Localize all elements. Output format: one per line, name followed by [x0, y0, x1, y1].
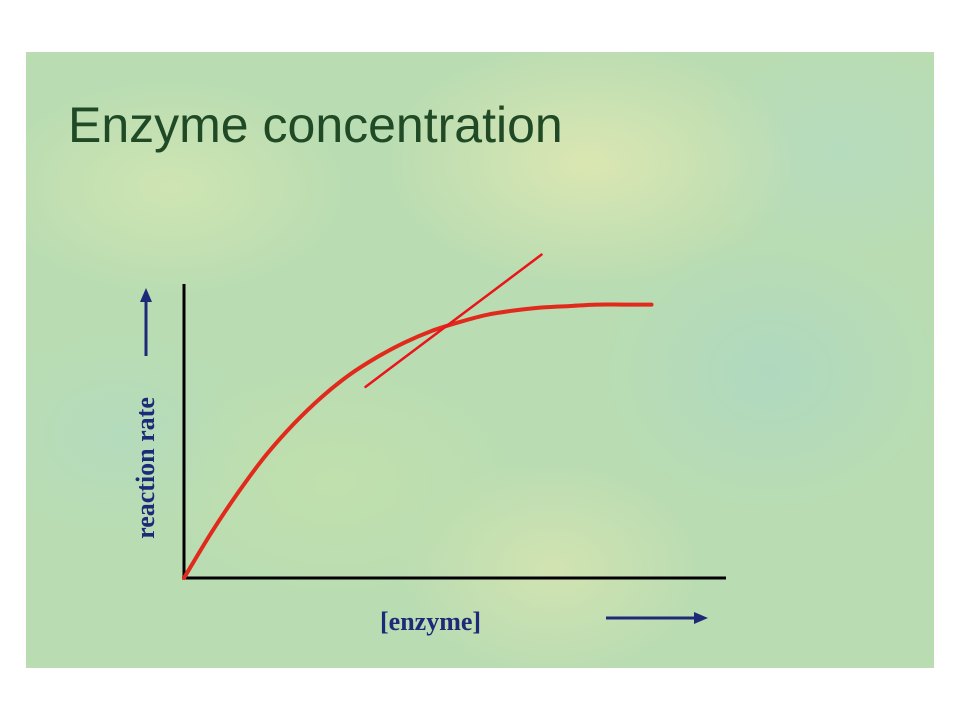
series-line-tangent: [364, 253, 543, 389]
x-axis-label: [enzyme]: [380, 607, 481, 636]
enzyme-chart: [enzyme] reaction rate: [131, 253, 726, 636]
y-axis-label: reaction rate: [131, 397, 160, 539]
slide-background: Enzyme concentration [enzyme] reaction r…: [26, 52, 934, 668]
x-axis-arrow: [606, 612, 708, 624]
y-axis-arrow: [140, 288, 152, 356]
slide-title: Enzyme concentration: [68, 97, 563, 153]
series-line-curve: [182, 302, 654, 580]
